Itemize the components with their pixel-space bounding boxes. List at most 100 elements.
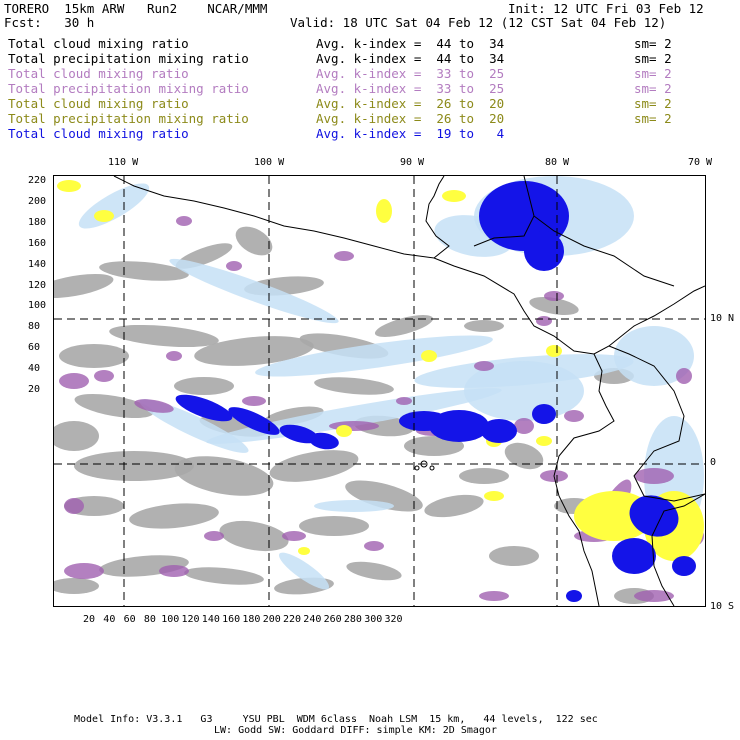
- field-k-index: Avg. k-index = 44 to 34: [316, 51, 505, 66]
- field-k-index: Avg. k-index = 33 to 25: [316, 66, 505, 81]
- x-tick-label: 280: [343, 614, 362, 625]
- purple-cloud-patch: [242, 396, 266, 406]
- blue-cloud-core: [672, 556, 696, 576]
- blue-cloud-core: [629, 495, 679, 537]
- blue-cloud-core: [566, 590, 582, 602]
- field-k-index: Avg. k-index = 26 to 20: [316, 96, 505, 111]
- yellow-cloud-patch: [442, 190, 466, 202]
- purple-cloud-patch: [396, 397, 412, 405]
- purple-cloud-patch: [134, 399, 174, 413]
- purple-cloud-patch: [282, 531, 306, 541]
- coastline: [473, 176, 535, 247]
- field-name: Total cloud mixing ratio: [8, 96, 189, 111]
- gray-cloud-patch: [374, 315, 434, 337]
- purple-cloud-patch: [536, 316, 552, 326]
- x-tick-label: 120: [181, 614, 200, 625]
- purple-cloud-patch: [204, 531, 224, 541]
- gray-cloud-patch: [219, 520, 289, 552]
- y-tick-label: 200: [28, 195, 47, 207]
- gray-cloud-patch: [346, 561, 402, 581]
- gray-cloud-patch: [59, 344, 129, 368]
- gray-cloud-patch: [424, 494, 484, 518]
- purple-cloud-patch: [634, 468, 674, 484]
- gray-cloud-patch: [99, 261, 189, 281]
- x-tick-label: 300: [364, 614, 383, 625]
- blue-cloud-core: [612, 538, 656, 574]
- longitude-label: 80 W: [545, 157, 570, 168]
- forecast-hour: Fcst: 30 h: [4, 15, 95, 30]
- field-k-index: Avg. k-index = 19 to 4: [316, 126, 505, 141]
- field-name: Total cloud mixing ratio: [8, 36, 189, 51]
- y-tick-label: 160: [28, 237, 47, 249]
- purple-cloud-patch: [334, 251, 354, 261]
- x-tick-label: 160: [222, 614, 241, 625]
- purple-cloud-patch: [64, 563, 104, 579]
- y-tick-label: 120: [28, 279, 47, 291]
- longitude-label: 70 W: [688, 157, 713, 168]
- purple-cloud-patch: [94, 370, 114, 382]
- x-tick-label: 20: [83, 614, 96, 625]
- purple-cloud-patch: [564, 410, 584, 422]
- purple-cloud-patch: [159, 565, 189, 577]
- gray-cloud-patch: [194, 336, 314, 366]
- map-canvas: [54, 176, 705, 606]
- light-blue-cloud-band: [279, 552, 329, 590]
- gray-cloud-patch: [504, 442, 544, 470]
- blue-cloud-core: [524, 231, 564, 271]
- purple-cloud-patch: [474, 361, 494, 371]
- longitude-label: 110 W: [108, 157, 139, 168]
- field-name: Total precipitation mixing ratio: [8, 111, 249, 126]
- field-smoothing: sm= 2: [634, 111, 672, 126]
- galapagos-island: [429, 465, 435, 471]
- x-tick-label: 80: [143, 614, 156, 625]
- coastline: [113, 176, 450, 259]
- gray-cloud-patch: [459, 468, 509, 484]
- purple-cloud-patch: [166, 351, 182, 361]
- purple-cloud-patch: [676, 368, 692, 384]
- field-smoothing: sm= 2: [634, 66, 672, 81]
- yellow-cloud-patch: [536, 436, 552, 446]
- light-blue-cloud-band: [255, 335, 493, 377]
- x-tick-label: 220: [283, 614, 302, 625]
- longitude-label: 90 W: [400, 157, 425, 168]
- purple-cloud-patch: [64, 498, 84, 514]
- field-name: Total cloud mixing ratio: [8, 126, 189, 141]
- blue-cloud-core: [429, 410, 489, 442]
- y-tick-label: 60: [28, 342, 41, 354]
- x-tick-label: 60: [123, 614, 136, 625]
- purple-cloud-patch: [364, 541, 384, 551]
- y-tick-label: 80: [28, 321, 41, 333]
- coastline: [553, 353, 615, 606]
- gray-cloud-patch: [74, 393, 154, 419]
- purple-cloud-patch: [514, 418, 534, 434]
- gray-cloud-patch: [54, 578, 99, 594]
- x-tick-label: 200: [262, 614, 281, 625]
- blue-cloud-core: [309, 432, 339, 450]
- yellow-cloud-patch: [546, 345, 562, 357]
- blue-cloud-core: [481, 419, 517, 443]
- light-blue-cloud-band: [614, 326, 694, 386]
- x-tick-label: 260: [323, 614, 342, 625]
- x-tick-label: 40: [103, 614, 116, 625]
- valid-time: Valid: 18 UTC Sat 04 Feb 12 (12 CST Sat …: [290, 15, 667, 30]
- coastline: [533, 215, 675, 287]
- field-name: Total precipitation mixing ratio: [8, 51, 249, 66]
- latitude-label: 10 S: [710, 601, 735, 612]
- purple-cloud-patch: [479, 591, 509, 601]
- purple-cloud-patch: [634, 590, 674, 602]
- light-blue-cloud-band: [78, 183, 150, 229]
- gray-cloud-patch: [314, 377, 394, 395]
- galapagos-island: [414, 465, 420, 471]
- map-plot: [53, 175, 706, 607]
- x-tick-label: 180: [242, 614, 261, 625]
- gray-cloud-patch: [235, 226, 273, 256]
- yellow-cloud-patch: [336, 425, 352, 437]
- purple-cloud-patch: [176, 216, 192, 226]
- field-k-index: Avg. k-index = 26 to 20: [316, 111, 505, 126]
- gray-cloud-patch: [109, 324, 219, 348]
- gray-cloud-patch: [345, 480, 423, 512]
- blue-cloud-core: [228, 407, 280, 435]
- field-smoothing: sm= 2: [634, 81, 672, 96]
- y-tick-label: 20: [28, 384, 41, 395]
- gray-cloud-patch: [489, 546, 539, 566]
